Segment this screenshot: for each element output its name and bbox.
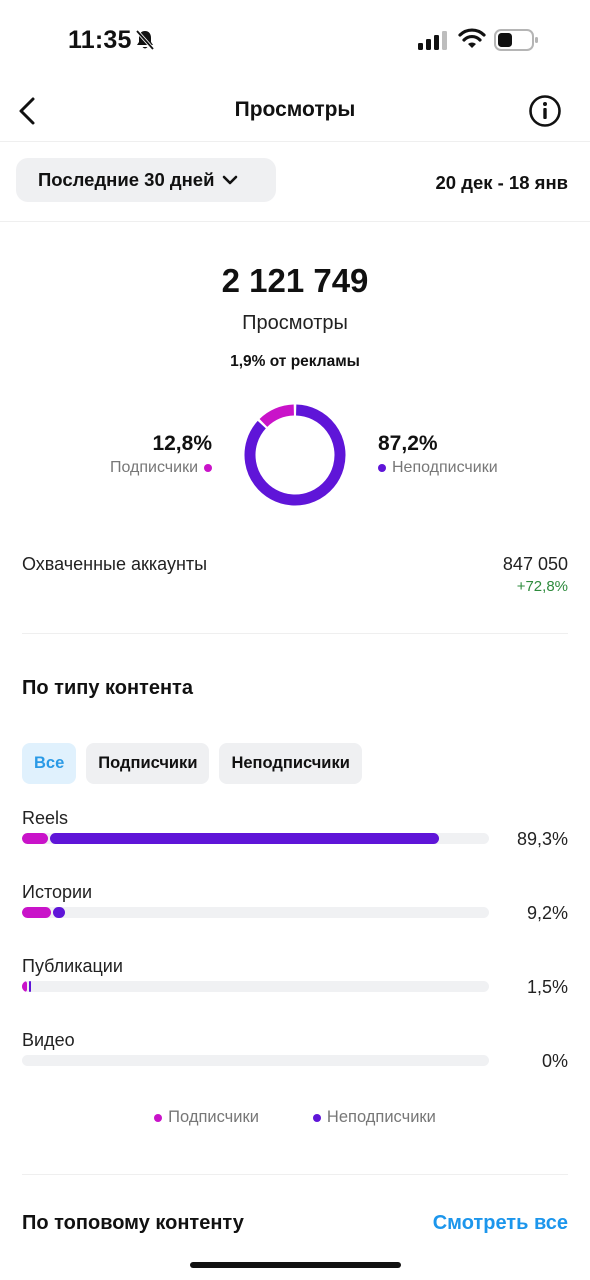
back-arrow-icon[interactable] xyxy=(16,96,38,126)
content-bar-posts: Публикации 1,5% xyxy=(22,956,568,1030)
see-all-link[interactable]: Смотреть все xyxy=(432,1212,568,1234)
battery-icon xyxy=(494,29,538,51)
bar-name: Видео xyxy=(22,1030,75,1050)
content-bar-stories: Истории 9,2% xyxy=(22,882,568,956)
bar-segment-non-followers xyxy=(28,981,31,992)
reach-value: 847 050 xyxy=(502,554,568,574)
bar-segment-followers xyxy=(22,981,27,992)
home-indicator xyxy=(190,1262,401,1268)
views-donut-chart xyxy=(244,404,346,506)
filter-chip-non-followers[interactable]: Неподписчики xyxy=(219,743,362,784)
bell-muted-icon xyxy=(135,29,155,51)
followers-pct: 12,8% xyxy=(152,432,212,455)
total-views-value: 2 121 749 xyxy=(221,262,369,299)
content-type-filters: Все Подписчики Неподписчики xyxy=(22,743,362,784)
bar-pct: 9,2% xyxy=(526,903,568,923)
bar-pct: 89,3% xyxy=(516,829,568,849)
page-title: Просмотры xyxy=(234,98,356,121)
bar-track xyxy=(22,981,489,992)
content-type-title: По типу контента xyxy=(22,677,193,699)
header: Просмотры xyxy=(0,80,590,142)
bars-legend: Подписчики Неподписчики xyxy=(0,1108,590,1127)
status-bar: 11:35 xyxy=(0,0,590,80)
legend-label-followers: Подписчики xyxy=(168,1108,259,1126)
non-followers-dot xyxy=(378,464,386,472)
legend-item-followers: Подписчики xyxy=(154,1108,259,1127)
bar-segment-followers xyxy=(22,907,51,918)
bar-segment-non-followers xyxy=(52,907,65,918)
bar-name: Истории xyxy=(22,882,93,902)
total-views-label: Просмотры xyxy=(242,312,348,334)
cellular-signal-icon xyxy=(418,31,447,50)
bar-track xyxy=(22,1055,489,1066)
bar-name: Публикации xyxy=(22,956,123,976)
bar-segment-followers xyxy=(22,833,49,844)
legend-label-non-followers: Неподписчики xyxy=(326,1108,436,1126)
bar-pct: 1,5% xyxy=(526,977,568,997)
bar-pct: 0% xyxy=(541,1051,568,1071)
reach-change: +72,8% xyxy=(516,578,568,595)
chevron-down-icon xyxy=(223,175,238,185)
bar-track xyxy=(22,907,489,918)
filter-chip-all[interactable]: Все xyxy=(22,743,77,784)
followers-label: Подписчики xyxy=(109,459,198,476)
non-followers-label: Неподписчики xyxy=(392,459,498,476)
bar-track xyxy=(22,833,489,844)
donut-slice-non-followers xyxy=(244,404,346,506)
bar-segment-non-followers xyxy=(50,833,440,844)
non-followers-pct: 87,2% xyxy=(378,432,438,455)
period-label: Последние 30 дней xyxy=(38,169,215,190)
top-content-title: По топовому контенту xyxy=(22,1212,244,1234)
period-row: Последние 30 дней 20 дек - 18 янв xyxy=(0,142,590,222)
date-range: 20 дек - 18 янв xyxy=(435,172,568,193)
filter-chip-followers[interactable]: Подписчики xyxy=(86,743,210,784)
reach-label: Охваченные аккаунты xyxy=(22,554,208,574)
legend-item-non-followers: Неподписчики xyxy=(312,1108,436,1127)
bottom-safe-area xyxy=(0,1233,590,1280)
donut-slice-followers xyxy=(259,404,295,428)
legend-dot-followers xyxy=(154,1113,163,1122)
content-bar-reels: Reels 89,3% xyxy=(22,808,568,882)
status-time: 11:35 xyxy=(68,26,132,54)
content-bar-video: Видео 0% xyxy=(22,1030,568,1104)
info-icon[interactable] xyxy=(528,94,562,128)
legend-dot-non-followers xyxy=(312,1113,321,1122)
section-divider xyxy=(22,1174,568,1175)
wifi-icon xyxy=(458,28,486,48)
reached-accounts-row: Охваченные аккаунты 847 050 +72,8% xyxy=(22,550,568,634)
followers-stat: 12,8% Подписчики xyxy=(110,432,212,477)
non-followers-stat: 87,2% Неподписчики xyxy=(378,432,498,477)
bar-name: Reels xyxy=(22,808,69,828)
period-dropdown[interactable]: Последние 30 дней xyxy=(16,158,276,202)
ads-share: 1,9% от рекламы xyxy=(230,353,360,370)
followers-dot xyxy=(204,464,212,472)
